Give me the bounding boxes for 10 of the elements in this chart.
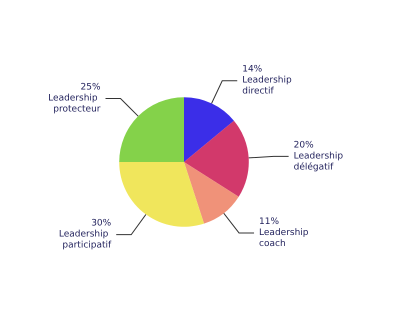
data-label: 25% bbox=[80, 82, 101, 92]
slice-label: Leadership participatif bbox=[58, 230, 112, 251]
data-label: 30% bbox=[91, 218, 112, 229]
data-label: 20% bbox=[294, 140, 314, 150]
slice-label: Leadership coach bbox=[259, 228, 312, 249]
data-label: 14% bbox=[242, 64, 263, 75]
slice-label: Leadership directif bbox=[242, 76, 295, 97]
slice-label: Leadership délégatif bbox=[294, 151, 346, 172]
data-label: 11% bbox=[259, 216, 280, 227]
slice-label: Leadership protecteur bbox=[48, 94, 101, 114]
